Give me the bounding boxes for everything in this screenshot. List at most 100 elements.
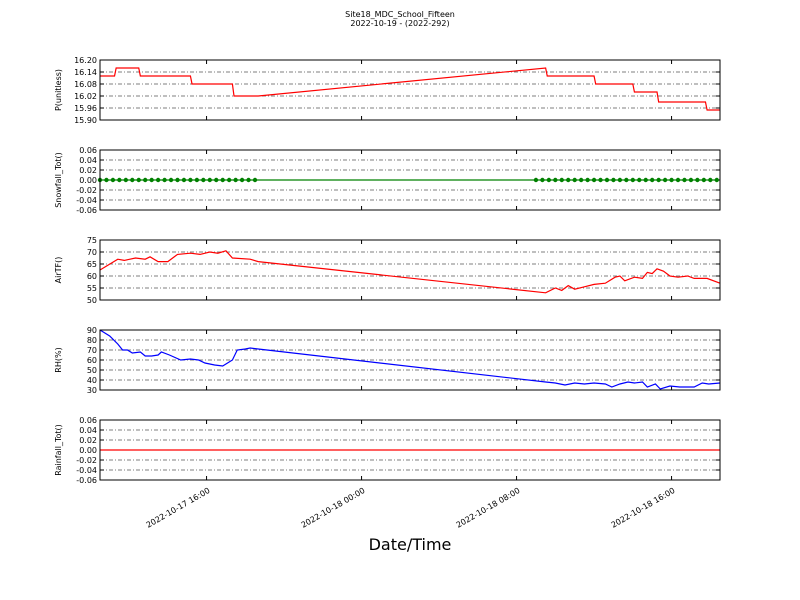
x-tick-label: 2022-10-18 00:00 <box>300 486 367 530</box>
y-tick-label: 55 <box>87 284 97 293</box>
y-tick-label: -0.04 <box>76 466 97 475</box>
data-point <box>162 177 167 183</box>
data-point <box>194 177 200 183</box>
y-tick-label: 0.04 <box>79 156 97 165</box>
data-point <box>566 177 571 183</box>
data-point <box>233 177 238 183</box>
data-point <box>701 177 707 183</box>
y-tick-label: -0.06 <box>76 476 97 485</box>
data-point <box>682 177 687 183</box>
y-tick-label: 80 <box>87 336 97 345</box>
data-point <box>540 177 545 183</box>
plot-frame <box>99 59 721 121</box>
data-point <box>585 177 590 183</box>
y-tick-label: 50 <box>87 296 97 305</box>
data-point <box>630 177 636 183</box>
y-tick-label: 15.96 <box>74 104 97 113</box>
data-point <box>207 177 212 183</box>
data-point <box>617 177 623 183</box>
data-point <box>117 177 122 183</box>
y-axis-label: RH(%) <box>54 347 63 372</box>
y-tick-label: 60 <box>87 272 97 281</box>
data-point <box>688 177 694 183</box>
data-line <box>99 329 721 390</box>
chart-subtitle: 2022-10-19 - (2022-292) <box>350 19 449 28</box>
y-tick-label: -0.02 <box>76 186 97 195</box>
data-point <box>104 177 109 183</box>
data-point <box>662 177 668 183</box>
plot-frame <box>99 329 721 391</box>
y-axis-label: Snowfall_Tot() <box>54 152 63 208</box>
plot-frame <box>99 239 721 301</box>
data-point <box>123 177 129 183</box>
y-tick-label: 0.06 <box>79 146 97 155</box>
data-point <box>553 177 558 183</box>
y-tick-label: 50 <box>87 366 97 375</box>
data-point <box>546 177 552 183</box>
y-tick-label: 70 <box>87 346 97 355</box>
data-point <box>201 177 206 183</box>
data-point <box>252 177 258 183</box>
y-tick-label: 16.14 <box>74 68 97 77</box>
data-point <box>181 177 187 183</box>
data-point <box>246 177 251 183</box>
data-point <box>572 177 577 183</box>
x-tick-label: 2022-10-18 16:00 <box>610 486 677 530</box>
data-point <box>578 177 584 183</box>
data-point <box>149 177 154 183</box>
y-tick-label: 0.00 <box>79 176 97 185</box>
plot-frame <box>99 419 721 481</box>
data-point <box>220 177 225 183</box>
data-point <box>624 177 629 183</box>
data-point <box>669 177 674 183</box>
data-point <box>175 177 180 183</box>
data-point <box>611 177 616 183</box>
y-tick-label: 40 <box>87 376 97 385</box>
data-point <box>559 177 564 183</box>
y-tick-label: -0.06 <box>76 206 97 215</box>
data-point <box>188 177 193 183</box>
y-tick-label: 65 <box>87 260 97 269</box>
y-axis-label: AirTF() <box>54 257 63 284</box>
data-point <box>714 177 719 183</box>
data-point <box>649 177 655 183</box>
x-axis-label: Date/Time <box>369 535 452 554</box>
data-point <box>110 177 116 183</box>
y-tick-label: 0.04 <box>79 426 97 435</box>
data-point <box>130 177 135 183</box>
data-point <box>226 177 232 183</box>
y-tick-label: 0.02 <box>79 166 97 175</box>
data-point <box>155 177 161 183</box>
data-point <box>604 177 610 183</box>
data-point <box>136 177 141 183</box>
data-point <box>239 177 245 183</box>
data-point <box>533 177 539 183</box>
y-tick-label: 0.02 <box>79 436 97 445</box>
data-line <box>99 250 721 294</box>
y-tick-label: -0.04 <box>76 196 97 205</box>
y-tick-label: 90 <box>87 326 97 335</box>
x-tick-label: 2022-10-18 08:00 <box>455 486 522 530</box>
data-point <box>708 177 713 183</box>
data-point <box>643 177 648 183</box>
data-line <box>100 67 720 111</box>
y-tick-label: 16.02 <box>74 92 97 101</box>
data-point <box>598 177 603 183</box>
data-point <box>143 177 148 183</box>
y-tick-label: 60 <box>87 356 97 365</box>
plot-frame <box>99 149 721 211</box>
y-tick-label: 30 <box>87 386 97 395</box>
y-tick-label: 16.08 <box>74 80 97 89</box>
y-tick-label: 15.90 <box>74 116 97 125</box>
y-axis-label: P(unitless) <box>54 69 63 111</box>
data-point <box>695 177 700 183</box>
data-point <box>675 177 681 183</box>
y-tick-label: 0.00 <box>79 446 97 455</box>
y-tick-label: 70 <box>87 248 97 257</box>
y-tick-label: 75 <box>87 236 97 245</box>
chart-title: Site18_MDC_School_Fifteen <box>345 10 455 19</box>
data-point <box>656 177 661 183</box>
data-point <box>168 177 174 183</box>
y-axis-label: Rainfall_Tot() <box>54 424 63 476</box>
